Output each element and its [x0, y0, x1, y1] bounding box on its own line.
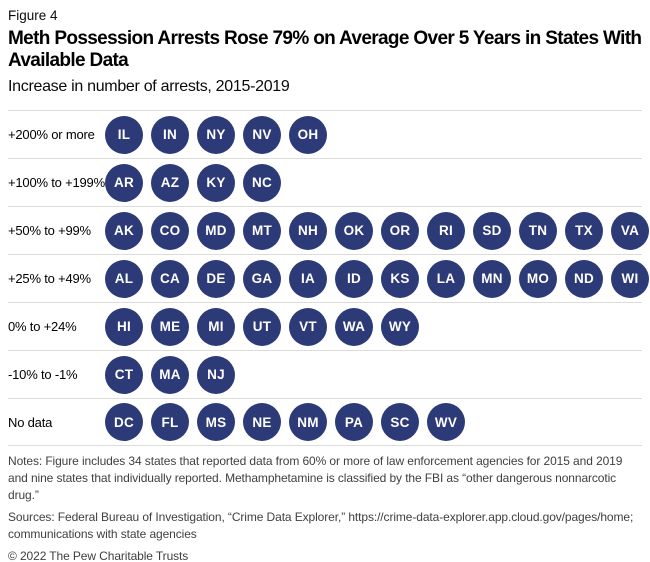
state-circle-ny: NY [197, 115, 235, 154]
state-circle-mn: MN [473, 259, 511, 298]
state-circle-tn: TN [519, 211, 557, 250]
category-label: +50% to +99% [8, 223, 91, 238]
state-circle-sd: SD [473, 211, 511, 250]
state-circle-nc: NC [243, 163, 281, 202]
state-circle-ri: RI [427, 211, 465, 250]
state-circle-ar: AR [105, 163, 143, 202]
category-row: +50% to +99% AK CO MD MT NH OK OR RI SD TN TX VA [8, 206, 649, 254]
state-circle-ak: AK [105, 211, 143, 250]
state-circle-ut: UT [243, 307, 281, 346]
state-circle-va: VA [611, 211, 649, 250]
category-row: +100% to +199% AR AZ KY NC [8, 158, 642, 206]
state-circles: AL CA DE GA IA ID KS LA MN MO ND WI [105, 259, 649, 298]
state-circle-vt: VT [289, 307, 327, 346]
page-title: Meth Possession Arrests Rose 79% on Aver… [8, 28, 642, 71]
state-circle-md: MD [197, 211, 235, 250]
state-circle-pa: PA [335, 403, 373, 441]
category-row: No data DC FL MS NE NM PA SC WV [8, 398, 642, 446]
state-circle-ia: IA [289, 259, 327, 298]
state-circle-la: LA [427, 259, 465, 298]
state-circles: DC FL MS NE NM PA SC WV [105, 403, 465, 441]
state-circles: HI ME MI UT VT WA WY [105, 307, 419, 346]
state-circle-ga: GA [243, 259, 281, 298]
state-circle-tx: TX [565, 211, 603, 250]
state-circle-al: AL [105, 259, 143, 298]
state-circle-fl: FL [151, 403, 189, 441]
state-circles: AR AZ KY NC [105, 163, 281, 202]
category-label: +25% to +49% [8, 271, 91, 286]
state-circles: AK CO MD MT NH OK OR RI SD TN TX VA [105, 211, 649, 250]
state-circle-or: OR [381, 211, 419, 250]
state-circle-dc: DC [105, 403, 143, 441]
arrest-increase-chart: +200% or more IL IN NY NV OH +100% to +199% AR A… [8, 110, 649, 446]
state-circle-wi: WI [611, 259, 649, 298]
state-circle-ne: NE [243, 403, 281, 441]
state-circle-az: AZ [151, 163, 189, 202]
category-label: +100% to +199% [8, 175, 105, 190]
state-circles: IL IN NY NV OH [105, 115, 327, 154]
category-label: -10% to -1% [8, 367, 78, 382]
state-circle-il: IL [105, 115, 143, 154]
state-circle-ks: KS [381, 259, 419, 298]
state-circle-me: ME [151, 307, 189, 346]
state-circle-ct: CT [105, 355, 143, 394]
state-circle-nd: ND [565, 259, 603, 298]
category-row: 0% to +24% HI ME MI UT VT WA WY [8, 302, 642, 350]
state-circle-ms: MS [197, 403, 235, 441]
state-circle-ca: CA [151, 259, 189, 298]
state-circle-ky: KY [197, 163, 235, 202]
state-circle-oh: OH [289, 115, 327, 154]
state-circle-sc: SC [381, 403, 419, 441]
category-label: No data [8, 414, 53, 430]
state-circle-nv: NV [243, 115, 281, 154]
category-row: +25% to +49% AL CA DE GA IA ID KS LA MN MO ND WI [8, 254, 649, 302]
state-circle-mt: MT [243, 211, 281, 250]
state-circle-ok: OK [335, 211, 373, 250]
sources-text: Sources: Federal Bureau of Investigation… [8, 510, 634, 541]
state-circles: CT MA NJ [105, 355, 235, 394]
state-circle-mo: MO [519, 259, 557, 298]
state-circle-co: CO [151, 211, 189, 250]
state-circle-nm: NM [289, 403, 327, 441]
figure-footer: Notes: Figure includes 34 states that re… [8, 446, 642, 562]
category-row: -10% to -1% CT MA NJ [8, 350, 642, 398]
state-circle-ma: MA [151, 355, 189, 394]
notes-text: Notes: Figure includes 34 states that re… [8, 454, 623, 502]
category-label: 0% to +24% [8, 319, 77, 334]
state-circle-de: DE [197, 259, 235, 298]
state-circle-nh: NH [289, 211, 327, 250]
state-circle-mi: MI [197, 307, 235, 346]
state-circle-id: ID [335, 259, 373, 298]
state-circle-in: IN [151, 115, 189, 154]
state-circle-wa: WA [335, 307, 373, 346]
figure-label: Figure 4 [8, 8, 58, 23]
state-circle-wy: WY [381, 307, 419, 346]
copyright-text: © 2022 The Pew Charitable Trusts [8, 549, 189, 562]
state-circle-wv: WV [427, 403, 465, 441]
category-label: +200% or more [8, 127, 95, 142]
page-subtitle: Increase in number of arrests, 2015-2019 [8, 78, 290, 95]
state-circle-hi: HI [105, 307, 143, 346]
state-circle-nj: NJ [197, 355, 235, 394]
category-row: +200% or more IL IN NY NV OH [8, 110, 642, 158]
